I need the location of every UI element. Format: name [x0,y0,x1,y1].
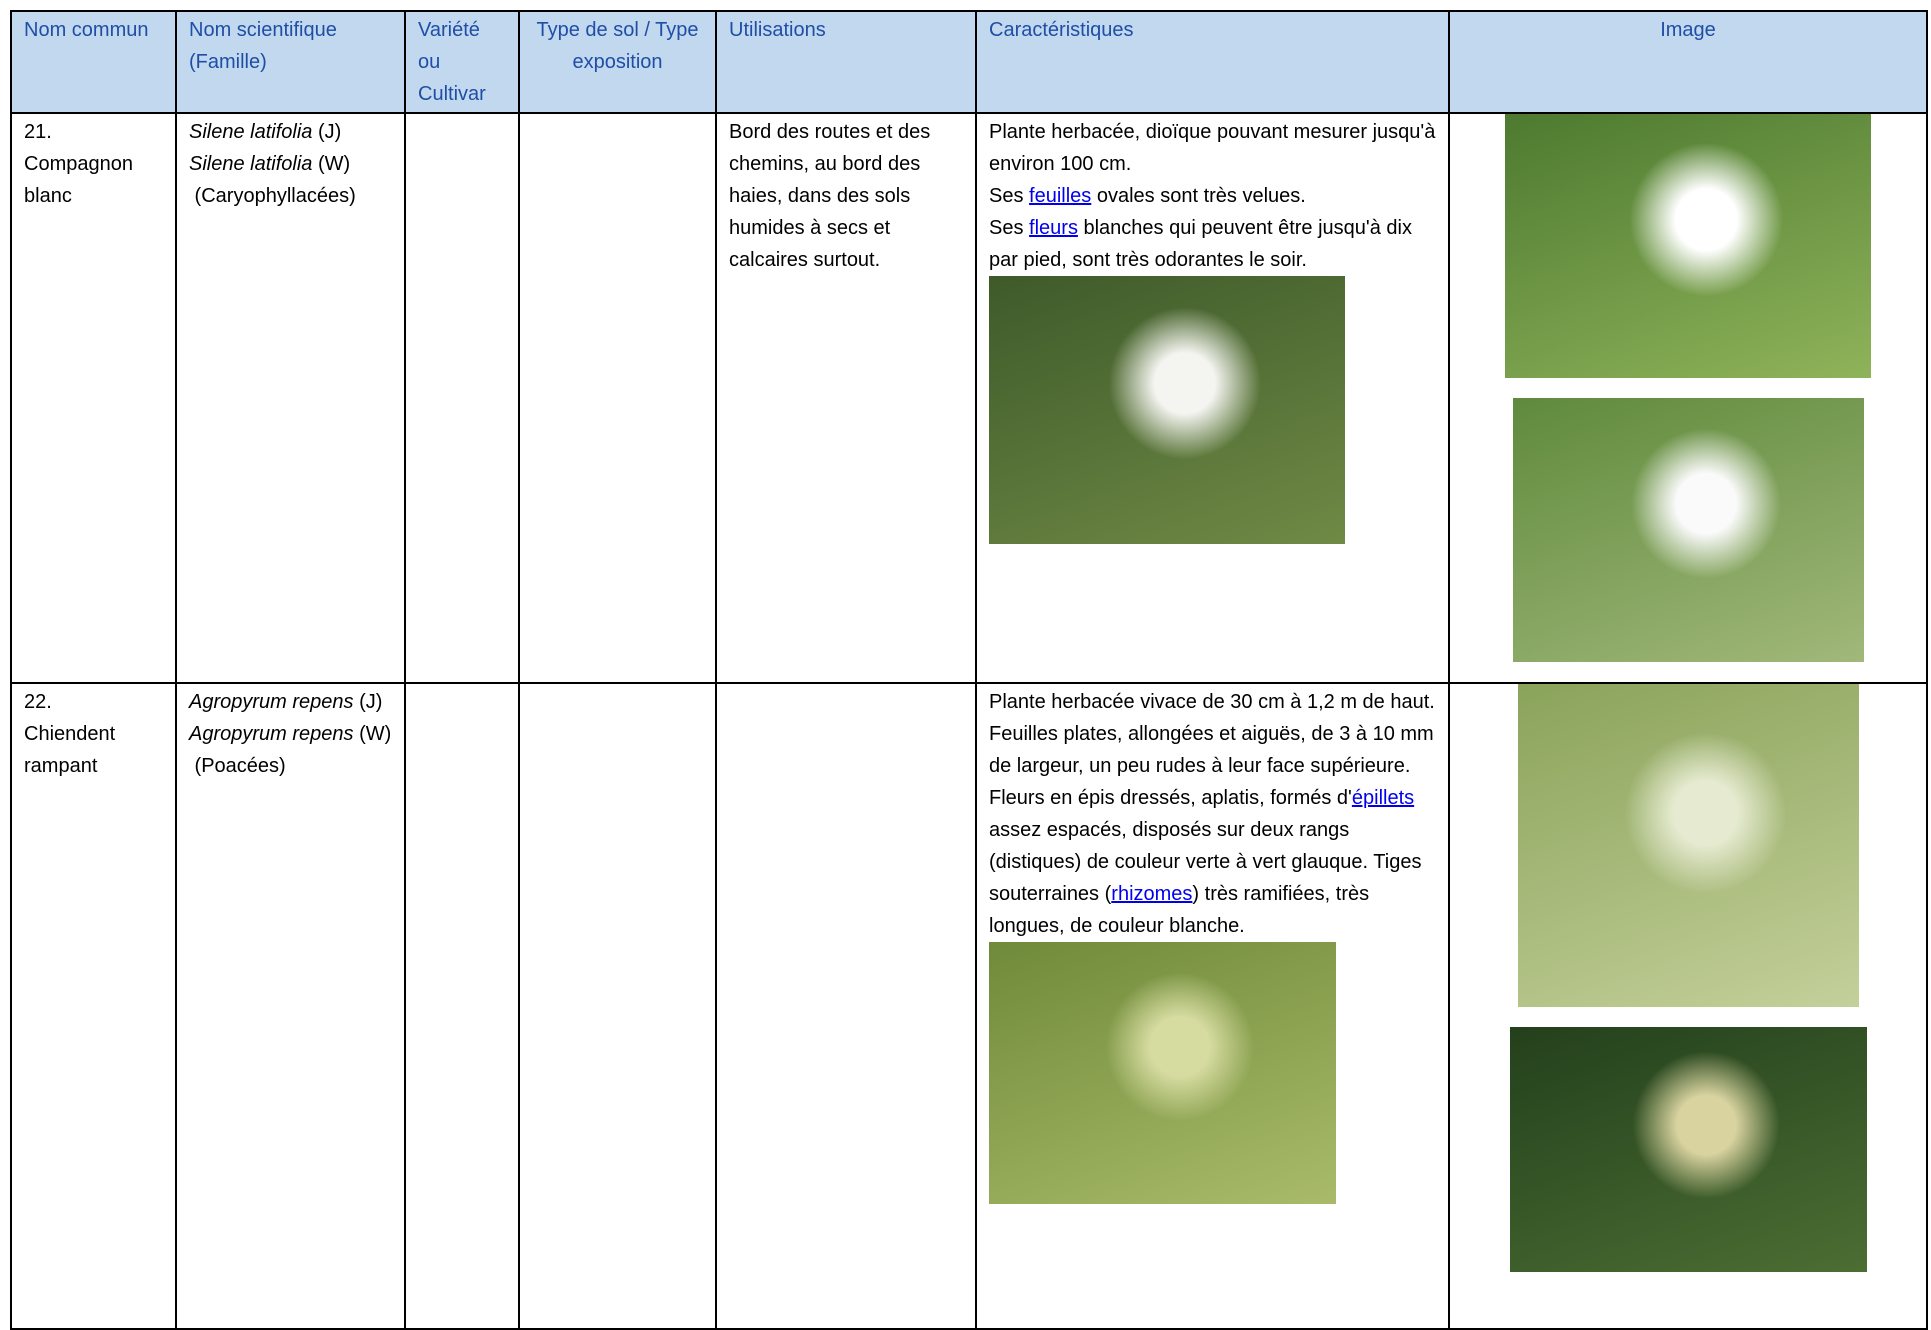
text: ovales sont très velues. [1091,185,1306,207]
header-cell: Nom scientifique (Famille) [175,10,406,114]
common-name-cell: 22. Chiendent rampant [10,682,177,1330]
text: Plante herbacée, dioïque pouvant mesurer… [989,121,1436,175]
family: (Poacées) [189,755,286,777]
variety-cell [404,112,520,684]
header-row: Nom commun Nom scientifique (Famille) Vari… [10,10,1928,114]
link[interactable]: rhizomes [1111,883,1193,905]
text: assez espacés, disposés sur deux rangs (… [989,819,1422,905]
common-name-cell: 21. Compagnon blanc [10,112,177,684]
photo [1512,398,1864,662]
text: blanches qui peuvent être jusqu'à dix pa… [989,217,1412,271]
scientific-name: (J) [353,691,383,713]
scientific-name: Agropyrum repens [189,691,354,713]
scientific-name: Silene latifolia [189,121,313,143]
scientific-line: Agropyrum repens (W) [189,718,392,750]
image-cell [1448,682,1928,1330]
header-cell: Image [1448,10,1928,114]
header-cell: Type de sol / Type exposition [518,10,717,114]
scientific-name-cell: Silene latifolia (J) Silene latifolia (W)… [175,112,406,684]
table-body: 21. Compagnon blanc Silene latifolia (J) Si… [10,112,1928,1330]
header-cell: Utilisations [715,10,977,114]
soil-cell [518,682,717,1330]
scientific-name: (J) [312,121,342,143]
scientific-line: Silene latifolia (J) [189,116,392,148]
link[interactable]: fleurs [1029,217,1078,239]
variety-cell [404,682,520,1330]
scientific-line: Silene latifolia (W) [189,148,392,180]
row-number: 21. [24,121,52,143]
header-cell: Caractéristiques [975,10,1450,114]
uses: Bord des routes et des chemins, au bord … [729,121,931,271]
photo [1509,1027,1867,1272]
link[interactable]: feuilles [1029,185,1092,207]
table-row: 21. Compagnon blanc Silene latifolia (J) Si… [10,112,1928,684]
text: ) très ramifiées, très longues, de coule… [989,883,1370,937]
image-cell [1448,112,1928,684]
text: Plante herbacée vivace de 30 cm à 1,2 m … [989,691,1435,809]
header-cell: Nom commun [10,10,177,114]
plant-table: Nom commun Nom scientifique (Famille) Vari… [10,10,1928,1330]
uses-cell: Bord des routes et des chemins, au bord … [715,112,977,684]
family: (Caryophyllacées) [189,185,356,207]
uses-cell [715,682,977,1330]
common-name: Chiendent rampant [24,723,116,777]
link[interactable]: épillets [1351,787,1415,809]
scientific-name: Agropyrum repens [189,723,354,745]
characteristics-cell: Plante herbacée, dioïque pouvant mesurer… [975,112,1450,684]
page: {"table": { "header": ["Nom commun", "No… [10,10,1928,1330]
text: Ses [989,185,1030,207]
paragraph: Plante herbacée, dioïque pouvant mesurer… [989,116,1436,180]
common-name: Compagnon blanc [24,153,133,207]
scientific-line: Agropyrum repens (J) [189,686,392,718]
paragraph: Ses fleurs blanches qui peuvent être jus… [989,212,1436,276]
scientific-name: (W) [312,153,351,175]
photo [1505,115,1871,378]
scientific-name: Silene latifolia [189,153,313,175]
paragraph: Ses feuilles ovales sont très velues. [989,180,1436,212]
header-cell: Variété ou Cultivar [404,10,520,114]
soil-cell [518,112,717,684]
scientific-name: (W) [353,723,392,745]
scientific-name-cell: Agropyrum repens (J) Agropyrum repens (W)… [175,682,406,1330]
row-number: 22. [24,691,52,713]
paragraph: Plante herbacée vivace de 30 cm à 1,2 m … [989,686,1436,942]
photo [1517,685,1859,1007]
photo [989,276,1345,544]
table-row: 22. Chiendent rampant Agropyrum repens (J)… [10,682,1928,1330]
text: Ses [989,217,1030,239]
photo [989,942,1336,1204]
characteristics-cell: Plante herbacée vivace de 30 cm à 1,2 m … [975,682,1450,1330]
